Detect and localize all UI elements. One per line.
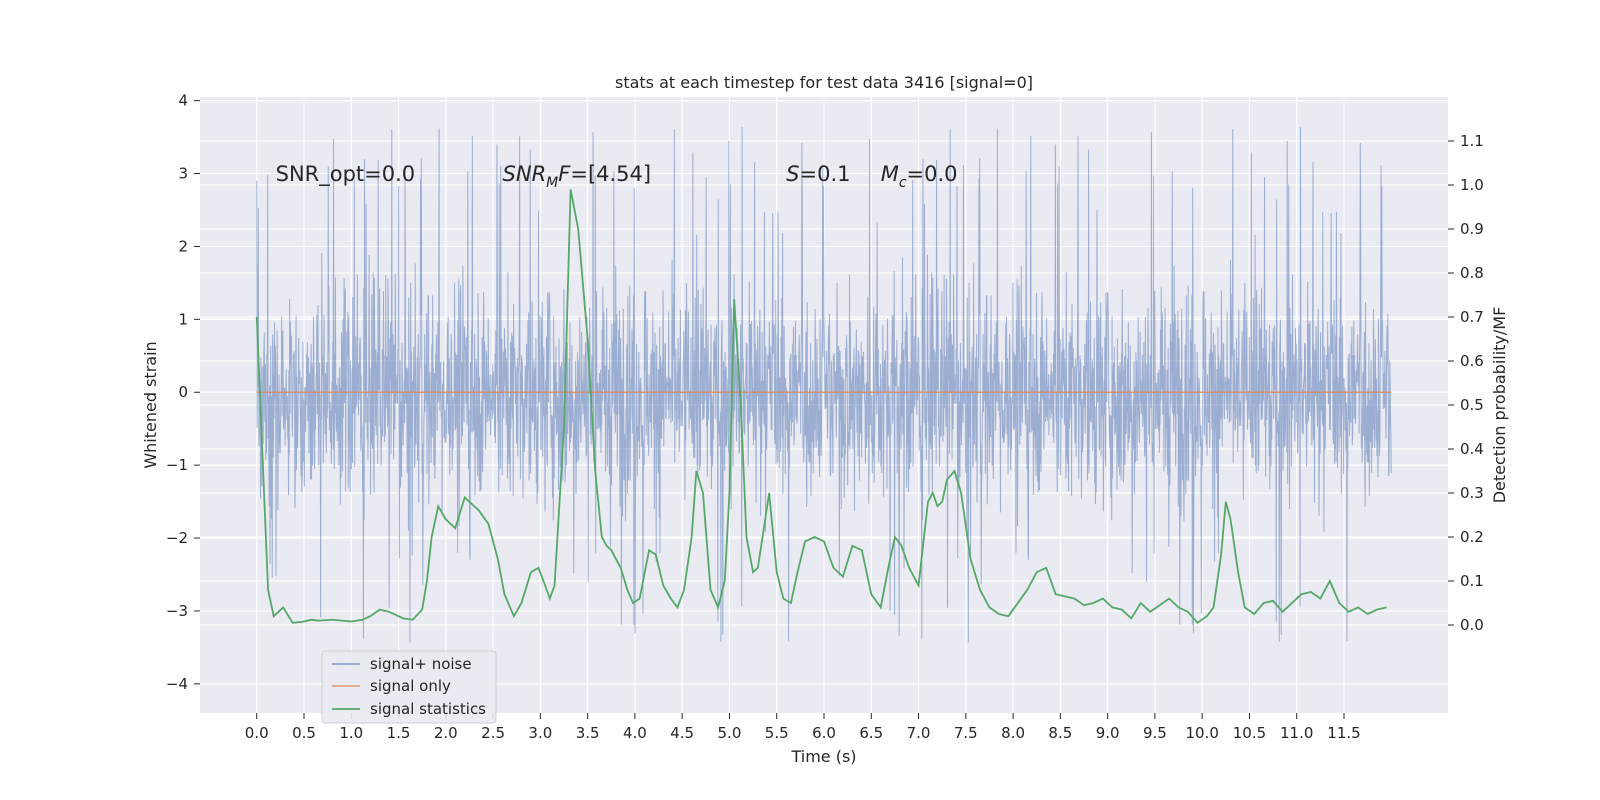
y-tick-label: 4	[178, 92, 188, 110]
chart-title: stats at each timestep for test data 341…	[615, 73, 1033, 92]
x-tick-label: 1.0	[339, 724, 363, 742]
x-axis: 0.0 0.5 1.0 1.5 2.0 2.5 3.0 3.5 4.0 4.5 5.0 5.5 6.0 6…	[245, 713, 1361, 742]
y-tick-label: −2	[166, 529, 188, 547]
y-axis-label: Whitened strain	[141, 341, 160, 468]
x-tick-label: 3.5	[576, 724, 600, 742]
annotations: SNR_opt=0.0 SNRMF=[4.54] S=0.1 Mc=0.0	[276, 162, 958, 191]
legend-box	[321, 650, 497, 724]
y-right-tick-label: 0.9	[1460, 220, 1484, 238]
y-axis-right: 0.0 0.1 0.2 0.3 0.4 0.5 0.6 0.7 0.8 0.9 1.0 1.1	[1448, 132, 1484, 634]
x-tick-label: 8.5	[1048, 724, 1072, 742]
y-tick-label: 2	[178, 237, 188, 255]
y-tick-label: −4	[166, 675, 188, 693]
y-right-tick-label: 0.6	[1460, 352, 1484, 370]
x-tick-label: 11.5	[1327, 724, 1360, 742]
y-tick-label: −1	[166, 456, 188, 474]
legend: signal+ noise signal only signal statist…	[321, 650, 497, 724]
y-right-tick-label: 1.1	[1460, 132, 1484, 150]
series-signal-noise	[256, 126, 1392, 643]
x-tick-label: 0.0	[245, 724, 269, 742]
x-tick-label: 10.0	[1185, 724, 1218, 742]
x-tick-label: 0.5	[292, 724, 316, 742]
x-axis-label: Time (s)	[790, 747, 856, 766]
x-tick-label: 8.0	[1001, 724, 1025, 742]
x-tick-label: 7.5	[954, 724, 978, 742]
x-tick-label: 5.0	[718, 724, 742, 742]
x-tick-label: 2.0	[434, 724, 458, 742]
x-tick-label: 4.5	[670, 724, 694, 742]
y-tick-label: 1	[178, 310, 188, 328]
y-right-tick-label: 0.4	[1460, 440, 1484, 458]
y-axis-right-label: Detection probability/MF	[1490, 307, 1509, 504]
legend-label-signal-noise: signal+ noise	[370, 655, 472, 673]
series-signal-statistics	[255, 189, 1387, 625]
x-tick-label: 6.5	[859, 724, 883, 742]
x-tick-label: 7.0	[907, 724, 931, 742]
x-tick-label: 9.5	[1143, 724, 1167, 742]
x-tick-label: 2.5	[481, 724, 505, 742]
annotation-3: Mc=0.0	[881, 162, 958, 191]
x-tick-label: 10.5	[1233, 724, 1266, 742]
y-right-tick-label: 0.7	[1460, 308, 1484, 326]
x-tick-label: 4.0	[623, 724, 647, 742]
y-tick-label: 0	[178, 383, 188, 401]
y-right-tick-label: 0.1	[1460, 572, 1484, 590]
annotation-1: SNRMF=[4.54]	[503, 162, 652, 191]
y-right-tick-label: 0.2	[1460, 528, 1484, 546]
y-right-tick-label: 0.3	[1460, 484, 1484, 502]
annotation-0: SNR_opt=0.0	[276, 162, 416, 187]
x-tick-label: 11.0	[1280, 724, 1313, 742]
x-tick-label: 5.5	[765, 724, 789, 742]
legend-label-signal-only: signal only	[370, 677, 451, 695]
annotation-2: S=0.1	[786, 162, 850, 186]
y-right-tick-label: 1.0	[1460, 176, 1484, 194]
legend-label-signal-statistics: signal statistics	[370, 700, 486, 718]
x-tick-label: 9.0	[1096, 724, 1120, 742]
y-right-tick-label: 0.0	[1460, 616, 1484, 634]
y-right-tick-label: 0.8	[1460, 264, 1484, 282]
x-tick-label: 6.0	[812, 724, 836, 742]
y-tick-label: −3	[166, 602, 188, 620]
y-right-tick-label: 0.5	[1460, 396, 1484, 414]
y-tick-label: 3	[178, 165, 188, 183]
y-axis-left: −4 −3 −2 −1 0 1 2 3 4	[166, 92, 200, 693]
x-tick-label: 1.5	[387, 724, 411, 742]
x-tick-label: 3.0	[528, 724, 552, 742]
